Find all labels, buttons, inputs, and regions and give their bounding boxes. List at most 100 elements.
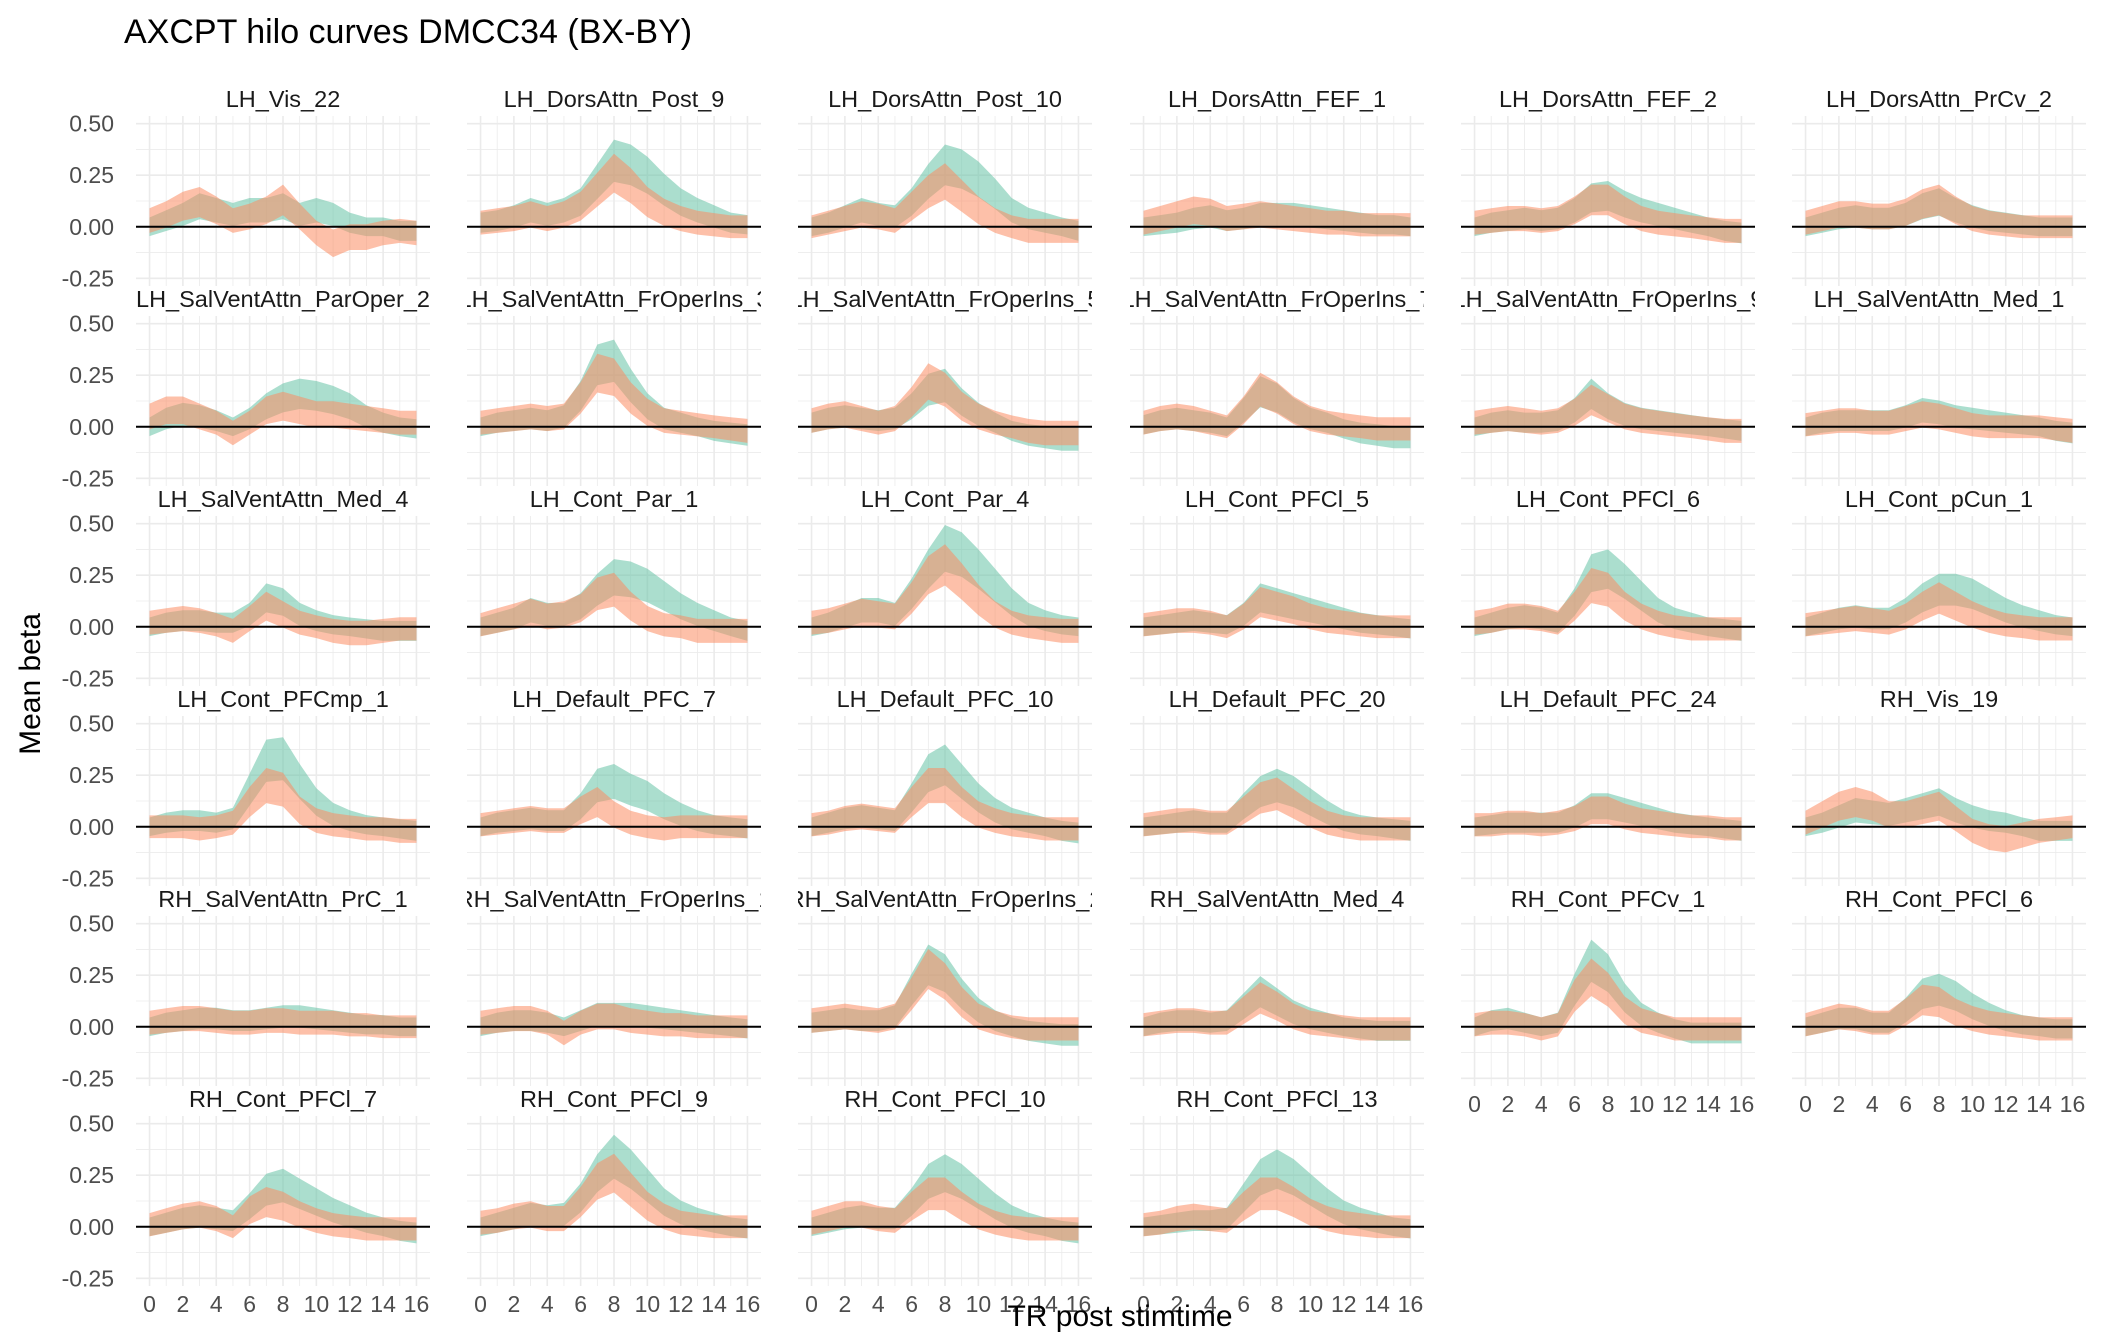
- x-tick-label: 4: [1204, 1291, 1217, 1317]
- facet-panel: LH_Default_PFC_10: [798, 686, 1092, 886]
- facet-panel: RH_Cont_PFCl_9 0 2 4 6 8 10 12 14 16: [467, 1086, 761, 1317]
- facet-panel: LH_SalVentAttn_FrOperIns_3: [459, 286, 770, 486]
- ribbon-series-b: [149, 1006, 417, 1039]
- x-tick-label: 0: [1468, 1091, 1481, 1117]
- ribbon-series-b: [1805, 787, 2073, 853]
- facet-label: LH_SalVentAttn_FrOperIns_3: [459, 286, 770, 312]
- x-tick-label: 12: [1993, 1091, 2019, 1117]
- facet-panel: RH_Cont_PFCl_13 0 2 4 6 8 10 12 14 16: [1130, 1086, 1424, 1317]
- facet-label: LH_DorsAttn_Post_9: [504, 86, 725, 112]
- y-tick-label: 0.50: [69, 711, 114, 737]
- x-tick-label: 12: [337, 1291, 363, 1317]
- ribbon-series-b: [149, 768, 417, 843]
- facet-panel: LH_Cont_Par_1: [467, 486, 761, 686]
- x-tick-label: 12: [999, 1291, 1025, 1317]
- x-tick-label: 10: [304, 1291, 330, 1317]
- facet-panel: LH_SalVentAttn_FrOperIns_7: [1122, 286, 1433, 486]
- facet-panel: RH_SalVentAttn_PrC_1 0.50 0.25 0.00 -0.25: [62, 886, 430, 1091]
- facet-label: LH_Cont_PFCl_6: [1516, 486, 1700, 512]
- x-tick-label: 6: [1568, 1091, 1581, 1117]
- ribbon-series-b: [811, 1177, 1079, 1241]
- facet-label: LH_Cont_Par_1: [530, 486, 699, 512]
- ribbon-series-b: [811, 163, 1079, 243]
- facet-panel: LH_Default_PFC_20: [1130, 686, 1424, 886]
- facet-panel: RH_SalVentAttn_Med_4: [1130, 886, 1424, 1086]
- y-tick-label: 0.50: [69, 911, 114, 937]
- x-axis-title: TR post stimtime: [1007, 1300, 1232, 1333]
- x-tick-label: 12: [668, 1291, 694, 1317]
- facet-panel: RH_Cont_PFCl_7 0.50 0.25 0.00 -0.25 0 2 4 6 8 10 12…: [62, 1086, 430, 1317]
- x-tick-label: 8: [939, 1291, 952, 1317]
- ribbon-series-b: [1143, 587, 1411, 639]
- facet-label: LH_SalVentAttn_Med_4: [158, 486, 409, 512]
- ribbon-series-b: [811, 363, 1079, 446]
- x-tick-label: 2: [838, 1291, 851, 1317]
- x-tick-label: 16: [2060, 1091, 2086, 1117]
- ribbon-series-b: [1474, 958, 1742, 1041]
- facet-panel: RH_SalVentAttn_FrOperIns_1: [467, 886, 761, 1086]
- facet-panel: LH_SalVentAttn_FrOperIns_5: [798, 286, 1092, 486]
- y-tick-label: 0.00: [69, 814, 114, 840]
- x-tick-label: 4: [872, 1291, 885, 1317]
- facet-label: RH_Cont_PFCl_10: [844, 1086, 1045, 1112]
- y-tick-label: 0.25: [69, 562, 114, 588]
- x-tick-label: 16: [1729, 1091, 1755, 1117]
- facet-label: LH_SalVentAttn_Med_1: [1814, 286, 2065, 312]
- facet-label: LH_DorsAttn_PrCv_2: [1826, 86, 2052, 112]
- ribbon-series-b: [480, 1003, 748, 1046]
- facet-label: RH_Cont_PFCl_6: [1845, 886, 2033, 912]
- facet-label: LH_SalVentAttn_FrOperIns_7: [1122, 286, 1433, 312]
- y-tick-label: -0.25: [62, 1265, 114, 1291]
- facet-panel: LH_DorsAttn_FEF_1: [1130, 86, 1424, 286]
- ribbon-series-b: [149, 591, 417, 646]
- x-tick-label: 14: [1032, 1291, 1058, 1317]
- x-tick-label: 14: [1695, 1091, 1721, 1117]
- x-tick-label: 12: [1331, 1291, 1357, 1317]
- facet-label: LH_Cont_pCun_1: [1845, 486, 2033, 512]
- ribbon-series-b: [1143, 777, 1411, 841]
- facet-label: RH_SalVentAttn_FrOperIns_2: [788, 886, 1103, 912]
- panel-grid-lines: [798, 116, 1092, 286]
- x-tick-label: 2: [1170, 1291, 1183, 1317]
- facet-label: LH_SalVentAttn_FrOperIns_9: [1453, 286, 1764, 312]
- facet-panel: RH_SalVentAttn_FrOperIns_2: [788, 886, 1103, 1086]
- x-tick-label: 16: [1398, 1291, 1424, 1317]
- facet-label: RH_Cont_PFCv_1: [1511, 886, 1706, 912]
- y-tick-label: 0.50: [69, 111, 114, 137]
- ribbon-series-b: [480, 153, 748, 239]
- y-tick-label: -0.25: [62, 665, 114, 691]
- facet-label: LH_DorsAttn_Post_10: [828, 86, 1062, 112]
- y-tick-label: 0.25: [69, 1162, 114, 1188]
- x-tick-label: 6: [905, 1291, 918, 1317]
- x-tick-label: 0: [474, 1291, 487, 1317]
- facet-panel: LH_Default_PFC_7: [467, 686, 761, 886]
- x-tick-label: 8: [608, 1291, 621, 1317]
- facet-label: LH_Default_PFC_10: [837, 686, 1054, 712]
- ribbon-series-a: [149, 737, 417, 841]
- x-tick-label: 16: [735, 1291, 761, 1317]
- facet-panel: LH_Cont_PFCmp_1 0.50 0.25 0.00 -0.25: [62, 686, 430, 891]
- panel-grid-lines: [1130, 116, 1424, 286]
- x-tick-label: 8: [277, 1291, 290, 1317]
- ribbon-series-b: [1805, 184, 2073, 239]
- y-tick-label: 0.00: [69, 614, 114, 640]
- x-tick-label: 8: [1933, 1091, 1946, 1117]
- ribbon-series-b: [1474, 384, 1742, 443]
- panel-grid-lines: [1130, 716, 1424, 886]
- ribbon-series-b: [811, 949, 1079, 1041]
- facet-label: LH_Default_PFC_7: [512, 686, 716, 712]
- x-tick-label: 10: [1960, 1091, 1986, 1117]
- x-tick-label: 0: [1137, 1291, 1150, 1317]
- y-tick-label: 0.50: [69, 1111, 114, 1137]
- x-tick-label: 10: [966, 1291, 992, 1317]
- y-tick-label: 0.50: [69, 311, 114, 337]
- ribbon-series-b: [149, 184, 417, 258]
- ribbon-series-b: [1474, 568, 1742, 641]
- panel-grid-lines: [467, 316, 761, 486]
- facet-panel: LH_DorsAttn_FEF_2: [1461, 86, 1755, 286]
- x-tick-label: 10: [635, 1291, 661, 1317]
- panel-grid-lines: [798, 916, 1092, 1086]
- facet-label: LH_Cont_Par_4: [861, 486, 1030, 512]
- panel-grid-lines: [136, 116, 430, 286]
- panel-grid-lines: [467, 716, 761, 886]
